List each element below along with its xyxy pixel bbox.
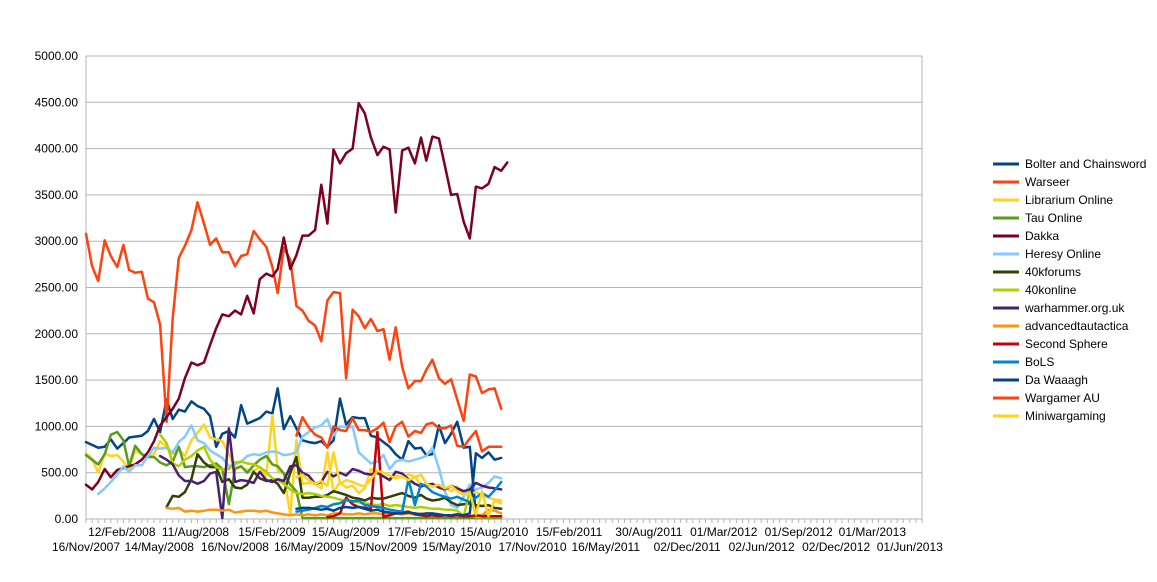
x-tick-label: 16/May/2011	[572, 540, 641, 554]
legend-label: Second Sphere	[1025, 337, 1108, 351]
legend-label: Librarium Online	[1025, 193, 1113, 207]
x-tick-label: 01/Mar/2012	[690, 525, 758, 539]
x-tick-label: 30/Aug/2011	[615, 525, 682, 539]
x-tick-label: 02/Dec/2011	[654, 540, 721, 554]
series-line-miniwargaming	[295, 451, 503, 518]
x-tick-label: 12/Feb/2008	[88, 525, 156, 539]
y-tick-label: 3000.00	[35, 234, 79, 248]
x-tick-label: 15/Feb/2011	[536, 525, 603, 539]
legend-label: Heresy Online	[1025, 247, 1101, 261]
gridlines	[86, 55, 922, 520]
legend-label: Wargamer AU	[1025, 391, 1100, 405]
legend: Bolter and Chainsword Warseer Librarium On…	[993, 157, 1146, 423]
x-tick-label: 02/Jun/2012	[729, 540, 795, 554]
series-line-heresy-online	[96, 417, 503, 510]
y-axis-ticks: 0.00 500.00 1000.00 1500.00 2000.00 2500.00 30…	[35, 49, 79, 526]
y-tick-label: 4500.00	[35, 95, 79, 109]
legend-label: Bolter and Chainsword	[1025, 157, 1146, 171]
x-tick-label: 16/Nov/2007	[52, 540, 120, 554]
legend-label: 40kforums	[1025, 265, 1081, 279]
x-tick-label: 01/Jun/2013	[877, 540, 943, 554]
y-tick-label: 5000.00	[35, 49, 79, 63]
y-tick-label: 1000.00	[35, 419, 79, 433]
legend-label: Warseer	[1025, 175, 1070, 189]
y-tick-label: 0.00	[55, 512, 79, 526]
legend-label: advancedtautactica	[1025, 319, 1129, 333]
x-tick-label: 14/May/2008	[125, 540, 195, 554]
x-tick-label: 01/Sep/2012	[765, 525, 833, 539]
series-line-bols	[295, 477, 503, 513]
legend-label: 40konline	[1025, 283, 1077, 297]
legend-label: Da Waaagh	[1025, 373, 1088, 387]
x-tick-label: 01/Mar/2013	[839, 525, 907, 539]
legend-label: Miniwargaming	[1025, 409, 1106, 423]
x-tick-label: 17/Nov/2010	[498, 540, 566, 554]
x-axis-ticks: 12/Feb/2008 11/Aug/2008 15/Feb/2009 15/Aug/…	[52, 519, 943, 554]
series-line-tau-online	[84, 430, 503, 520]
legend-label: BoLS	[1025, 355, 1054, 369]
legend-label: warhammer.org.uk	[1024, 301, 1125, 315]
x-tick-label: 17/Feb/2010	[388, 525, 456, 539]
y-tick-label: 2000.00	[35, 327, 79, 341]
x-tick-label: 02/Dec/2012	[802, 540, 870, 554]
y-tick-label: 500.00	[41, 466, 78, 480]
series-line-dakka	[84, 101, 509, 491]
x-tick-label: 15/Feb/2009	[238, 525, 306, 539]
series-line-warseer	[84, 201, 503, 424]
x-tick-label: 16/Nov/2008	[201, 540, 269, 554]
y-tick-label: 3500.00	[35, 188, 79, 202]
y-tick-label: 4000.00	[35, 142, 79, 156]
legend-label: Tau Online	[1025, 211, 1083, 225]
x-tick-label: 15/May/2010	[422, 540, 492, 554]
legend-label: Dakka	[1025, 229, 1059, 243]
x-tick-label: 11/Aug/2008	[162, 525, 229, 539]
series-line-40konline	[158, 433, 503, 519]
x-tick-label: 16/May/2009	[274, 540, 344, 554]
y-tick-label: 1500.00	[35, 373, 79, 387]
y-tick-label: 2500.00	[35, 281, 79, 295]
series-lines	[84, 101, 509, 520]
x-tick-label: 15/Nov/2009	[349, 540, 417, 554]
series-line-wargamer-au	[295, 415, 503, 453]
x-tick-label: 15/Aug/2009	[312, 525, 380, 539]
series-line-da-waaagh	[295, 451, 503, 517]
x-tick-label: 15/Aug/2010	[460, 525, 528, 539]
